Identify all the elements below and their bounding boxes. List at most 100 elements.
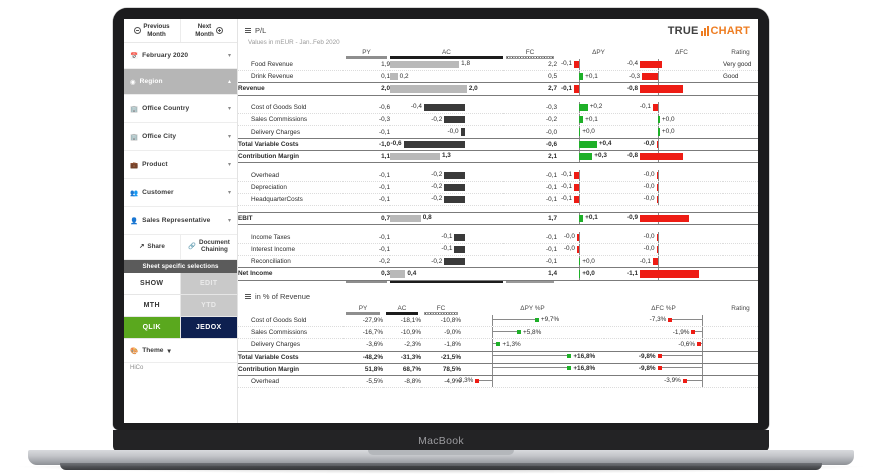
theme-selector[interactable]: 🎨 Theme ▾: [124, 339, 237, 363]
cell-dfc-pct-chart: -7,3%: [604, 315, 723, 328]
table-row: Delivery Charges -0,1 -0,0 -0,0 +0,0 +0,0: [238, 125, 758, 139]
cell-ac-chart: -0,2: [390, 193, 503, 207]
share-button[interactable]: ↗ Share: [124, 235, 181, 259]
sidebar-item-label: Region: [139, 78, 163, 85]
theme-value: HiCo: [130, 365, 144, 371]
row-label: Revenue: [238, 82, 343, 96]
sidebar: Previous Month Next Month 📅 February 202…: [124, 19, 238, 423]
chevron-down-icon: ▾: [227, 162, 231, 168]
sidebar-item-region[interactable]: ◉ Region ▴: [124, 69, 237, 95]
chevron-down-icon: ▾: [167, 347, 171, 355]
col-header-4: ΔPY %P: [520, 305, 545, 312]
row-label: Contribution Margin: [238, 149, 343, 164]
cell-dpy-pct-chart: -3,3%: [457, 375, 604, 389]
cell-py: -0,1: [343, 231, 390, 244]
period-label: February 2020: [142, 52, 189, 59]
cell-dfc-chart: -0,1: [640, 255, 723, 269]
cell-dfc-pct-chart: -3,9%: [604, 375, 723, 389]
cell-dfc-chart: +0,0: [640, 125, 723, 139]
laptop-base-notch: [368, 450, 514, 455]
toggle-ytd[interactable]: YTD: [180, 295, 237, 317]
cell-rating: [723, 212, 758, 226]
cell-fc: -0,1: [503, 255, 557, 269]
cell-rating: [723, 315, 758, 328]
row-label: Food Revenue: [238, 59, 343, 72]
cell-rating: [723, 231, 758, 244]
list-icon: [245, 28, 251, 33]
row-label: Depreciation: [238, 181, 343, 194]
cell-py: -5,5%: [343, 375, 383, 389]
table-row: Reconciliation -0,2 -0,2 -0,1 +0,0 -0,1: [238, 255, 758, 269]
cell-dfc-chart: -0,0: [640, 169, 723, 182]
table-row: Total Variable Costs -48,2% -31,3% -21,5% +1…: [238, 350, 758, 364]
people-icon: 👥: [130, 189, 139, 197]
person-icon: 👤: [130, 217, 139, 225]
sidebar-item-office-country[interactable]: 🏢 Office Country ▾: [124, 95, 237, 123]
toggle-mth[interactable]: MTH: [124, 295, 181, 317]
cell-fc: 2,7: [503, 82, 557, 96]
next-month-label-line1: Next: [197, 23, 212, 31]
laptop-bottom-bezel: MacBook: [113, 430, 769, 452]
col-header-5: ΔFC: [675, 49, 688, 56]
pl-table: PY AC FC ΔPY ΔFC Rating Food Revenue 1,9 1,8 2,2-…: [238, 49, 758, 283]
cell-dpy-chart: -0,1: [557, 181, 640, 194]
cell-dfc-pct-chart: -1,9%: [604, 326, 723, 340]
cell-fc: 1,4: [503, 267, 557, 281]
spacer-row: [238, 163, 758, 170]
link-icon: 🔗: [188, 242, 197, 250]
cell-ac: -10,9%: [383, 326, 421, 340]
cell-ac-chart: 1,3: [390, 149, 503, 164]
sidebar-item-customer[interactable]: 👥 Customer ▾: [124, 179, 237, 207]
cell-ac: -2,3%: [383, 338, 421, 352]
cell-rating: [723, 243, 758, 257]
cell-fc: -0,1: [503, 181, 557, 194]
previous-month-label-line1: Previous: [143, 23, 170, 31]
table-row: HeadquarterCosts -0,1 -0,2 -0,1 -0,1 -0,0: [238, 193, 758, 207]
page-title: P/L: [255, 26, 267, 35]
cell-ac-chart: -0,2: [390, 181, 503, 194]
chevron-up-icon: ▴: [227, 79, 231, 85]
sidebar-item-office-city[interactable]: 🏢 Office City ▾: [124, 123, 237, 151]
toggle-show[interactable]: SHOW: [124, 273, 181, 295]
percent-table-title: in % of Revenue: [255, 292, 311, 301]
cell-dpy-chart: -0,1: [557, 169, 640, 182]
toggle-qlik[interactable]: QLIK: [124, 317, 181, 339]
cell-rating: [723, 137, 758, 151]
share-label: Share: [147, 242, 165, 250]
cell-py: -0,1: [343, 169, 390, 182]
sidebar-item-sales-representative[interactable]: 👤 Sales Representative ▾: [124, 207, 237, 235]
cell-dpy-chart: +0,1: [557, 212, 640, 226]
toggle-jedox[interactable]: JEDOX: [180, 317, 237, 339]
sidebar-item-product[interactable]: 💼 Product ▾: [124, 151, 237, 179]
sidebar-actions: ↗ Share 🔗 Document Chaining: [124, 235, 237, 260]
cell-dfc-pct-chart: -9,8%: [604, 362, 723, 376]
row-label: HeadquarterCosts: [238, 193, 343, 207]
table-row: Contribution Margin 1,1 1,3 2,1 +0,3 -0,8: [238, 149, 758, 164]
chevron-down-icon: ▾: [227, 218, 231, 224]
cell-rating: [723, 338, 758, 352]
row-label: Interest Income: [238, 243, 343, 257]
cell-dfc-pct-chart: -0,6%: [604, 338, 723, 352]
cell-rating: [723, 102, 758, 115]
document-chaining-button[interactable]: 🔗 Document Chaining: [181, 235, 237, 259]
col-header-1: PY: [362, 49, 371, 56]
cell-py: -0,2: [343, 255, 390, 269]
next-month-label-line2: Month: [195, 30, 214, 38]
cell-dfc-chart: -0,0: [640, 243, 723, 257]
cell-py: -0,1: [343, 193, 390, 207]
cell-py: 0,3: [343, 267, 390, 281]
previous-month-button[interactable]: Previous Month: [124, 19, 181, 42]
period-selector[interactable]: 📅 February 2020 ▾: [124, 43, 237, 69]
cell-py: 1,1: [343, 149, 390, 164]
row-label: Delivery Charges: [238, 125, 343, 139]
toggle-edit[interactable]: EDIT: [180, 273, 237, 295]
laptop-shadow: [10, 466, 872, 474]
cell-fc: -0,1: [503, 193, 557, 207]
table-row: Drink Revenue 0,1 0,2 0,5 +0,1 -0,3 Good: [238, 70, 758, 84]
cell-dpy-chart: -0,1: [557, 193, 640, 207]
row-label: Sales Commissions: [238, 113, 343, 127]
row-label: Reconciliation: [238, 255, 343, 269]
row-label: Cost of Goods Sold: [238, 102, 343, 115]
cell-dpy-chart: +0,1: [557, 113, 640, 127]
next-month-button[interactable]: Next Month: [181, 19, 237, 42]
